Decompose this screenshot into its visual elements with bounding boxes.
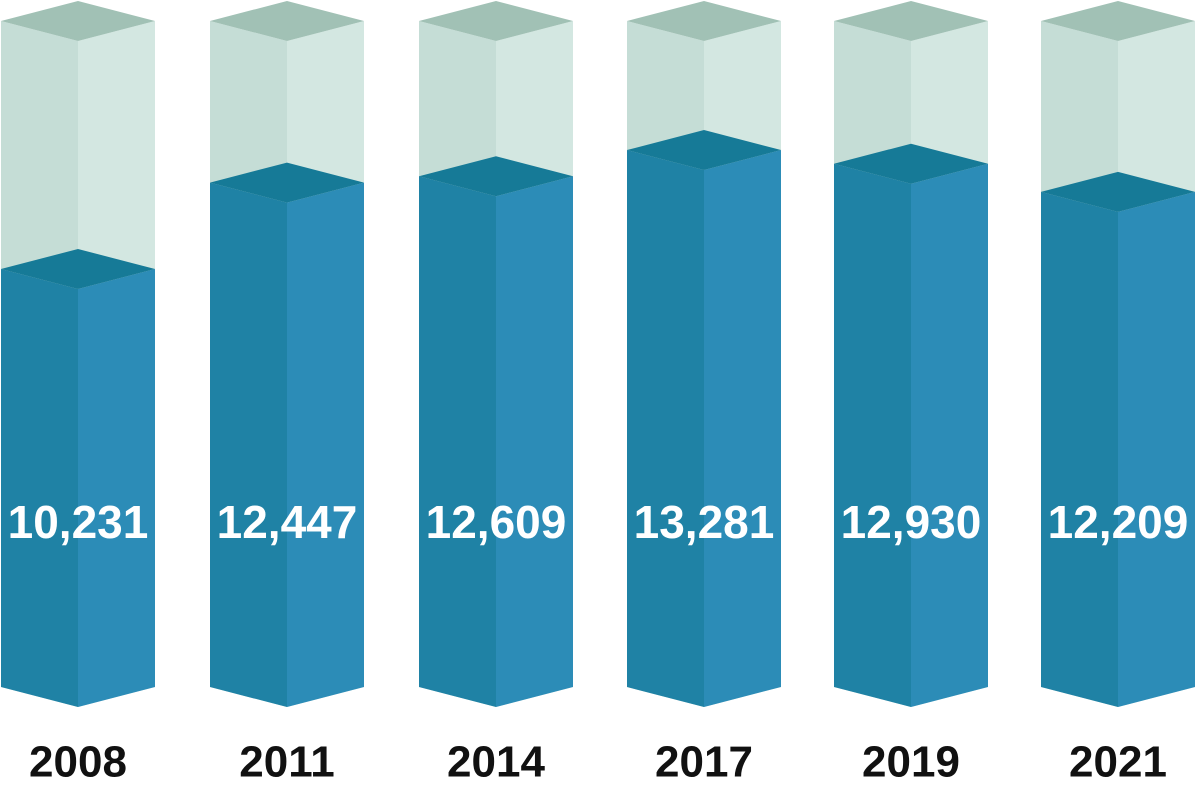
bar-2017: 13,281 2017	[627, 1, 781, 787]
bar-2014: 12,609 2014	[419, 1, 573, 787]
value-label: 12,609	[426, 496, 567, 548]
value-label: 12,209	[1048, 496, 1189, 548]
bar-top-face	[834, 143, 988, 184]
bar-2008: 10,231 2008	[1, 1, 155, 787]
year-label: 2017	[655, 738, 753, 787]
bar-right-face	[78, 268, 155, 707]
tank-top-face	[419, 1, 573, 41]
bar-right-face	[1118, 191, 1195, 707]
year-label: 2008	[29, 738, 127, 787]
tank-top-face	[627, 1, 781, 41]
bar-top-face	[627, 130, 781, 171]
year-label: 2014	[447, 738, 545, 787]
tank-top-face	[1, 1, 155, 41]
tank-top-face	[834, 1, 988, 41]
value-label: 12,930	[841, 496, 982, 548]
tank-top-face	[1041, 1, 1195, 41]
bar-left-face	[419, 176, 496, 707]
bar-left-face	[1041, 191, 1118, 707]
year-label: 2011	[239, 738, 334, 787]
bar-right-face	[496, 176, 573, 707]
year-label: 2021	[1069, 738, 1167, 787]
bar-2021: 12,209 2021	[1041, 1, 1195, 787]
value-label: 10,231	[8, 496, 149, 548]
bar-left-face	[210, 182, 287, 707]
bar-left-face	[627, 150, 704, 707]
value-label: 12,447	[217, 496, 358, 548]
value-label: 13,281	[634, 496, 775, 548]
bar-top-face	[419, 156, 573, 197]
bar-top-face	[210, 162, 364, 203]
bar-right-face	[287, 182, 364, 707]
bar-top-face	[1041, 171, 1195, 212]
bar-left-face	[834, 163, 911, 708]
bar-2011: 12,447 2011	[210, 1, 364, 787]
tank-top-face	[210, 1, 364, 41]
bar-top-face	[1, 248, 155, 289]
year-label: 2019	[862, 738, 960, 787]
bar-left-face	[1, 268, 78, 707]
bar-right-face	[911, 163, 988, 708]
bar-right-face	[704, 150, 781, 707]
bar-2019: 12,930 2019	[834, 1, 988, 787]
